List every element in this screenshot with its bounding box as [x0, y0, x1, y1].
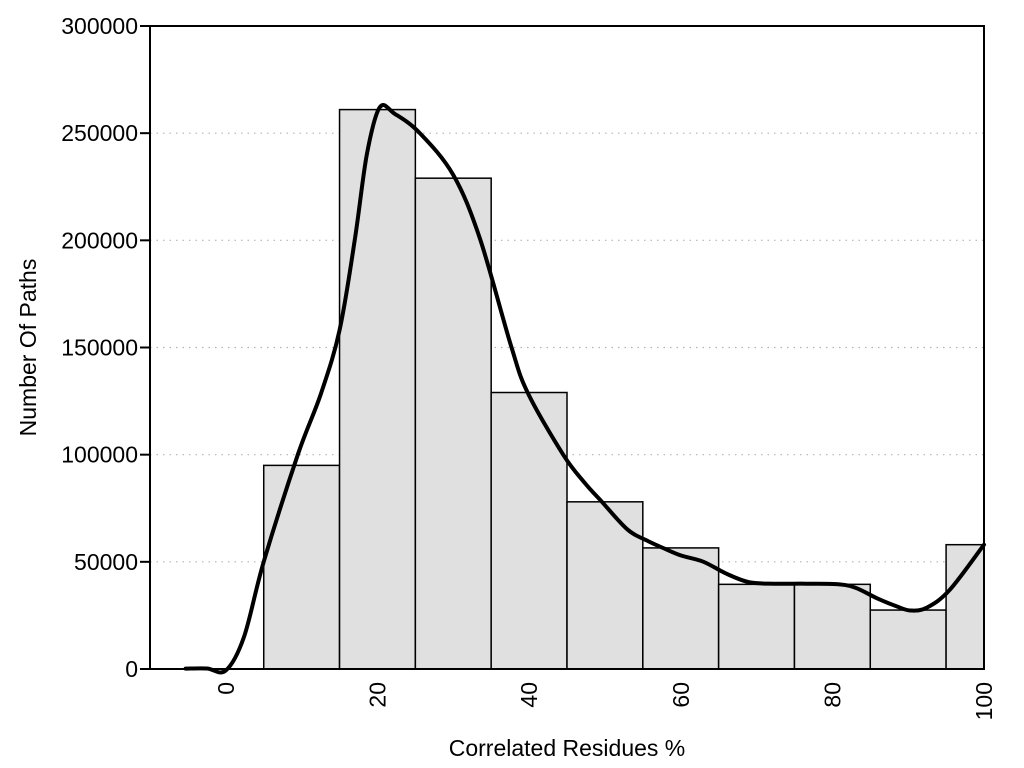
- y-tick-label: 0: [125, 656, 138, 682]
- histogram-bar: [490, 391, 568, 670]
- y-tick-label: 250000: [61, 120, 138, 146]
- tick-labels-layer: 0 50000 100000 150000 200000 250000 300000 0 20 4…: [61, 13, 997, 720]
- y-tick-label: 100000: [61, 442, 138, 468]
- histogram-bar: [793, 583, 872, 670]
- x-tick-label: 0: [213, 682, 239, 695]
- histogram-bar: [338, 108, 417, 670]
- x-tick-label: 60: [668, 682, 694, 708]
- x-tick-label: 100: [971, 682, 997, 720]
- x-tick-label: 80: [819, 682, 845, 708]
- y-tick-label: 50000: [74, 549, 138, 575]
- histogram-bar: [566, 501, 644, 670]
- y-axis-title: Number Of Paths: [15, 259, 41, 437]
- density-curve: [183, 103, 986, 675]
- y-tick-label: 200000: [61, 227, 138, 253]
- histogram-bar: [262, 464, 341, 670]
- x-axis-title: Correlated Residues %: [449, 735, 686, 761]
- histogram-bar: [414, 177, 492, 670]
- histogram-bar: [717, 583, 796, 670]
- axes-layer: [140, 25, 985, 670]
- density-curve-layer: [183, 103, 986, 675]
- histogram-bars-layer: [262, 108, 985, 670]
- histogram-bar: [945, 543, 985, 670]
- histogram-bar: [642, 547, 720, 670]
- x-tick-label: 20: [365, 682, 391, 708]
- x-tick-label: 40: [516, 682, 542, 708]
- y-tick-label: 300000: [61, 13, 138, 39]
- y-tick-label: 150000: [61, 335, 138, 361]
- histogram-bar: [869, 609, 947, 670]
